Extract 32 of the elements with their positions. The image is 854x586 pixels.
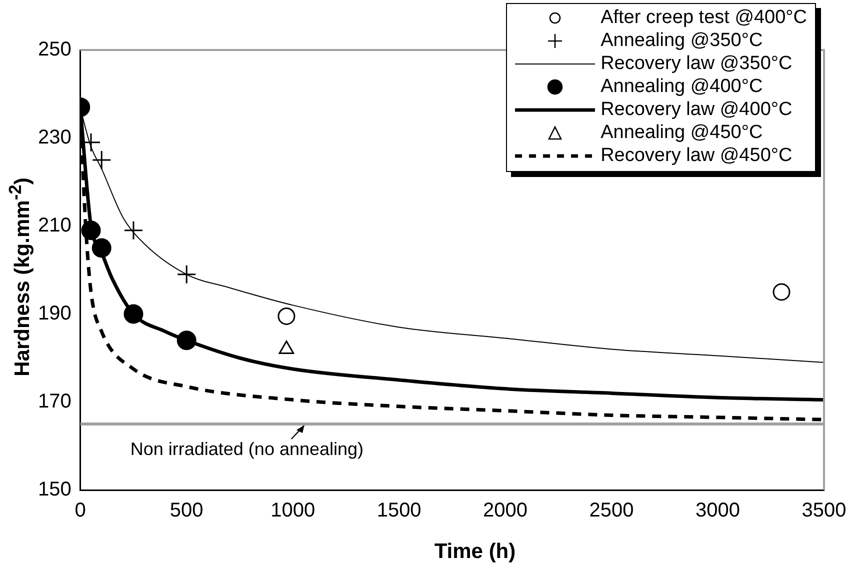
legend-label: Recovery law @350°C <box>600 52 792 74</box>
legend-label: Recovery law @400°C <box>600 98 792 120</box>
y-tick-label: 150 <box>38 478 72 501</box>
x-tick-label: 2000 <box>483 500 528 522</box>
x-tick-label: 0 <box>74 500 86 522</box>
point <box>278 307 296 325</box>
x-tick-label: 500 <box>170 500 204 522</box>
x-tick-label: 1500 <box>376 500 422 522</box>
x-axis-title: Time (h) <box>433 540 517 564</box>
legend-label: After creep test @400°C <box>600 6 807 28</box>
point <box>176 330 196 350</box>
point <box>81 220 101 240</box>
y-tick-label: 210 <box>38 214 72 237</box>
x-tick-label: 3500 <box>802 500 846 522</box>
y-tick-label: 190 <box>38 302 72 325</box>
y-tick-label: 170 <box>38 390 72 413</box>
ref-line-label: Non irradiated (no annealing) <box>130 438 364 459</box>
legend-label: Annealing @350°C <box>600 30 763 52</box>
point <box>176 264 196 284</box>
point <box>92 150 112 170</box>
point <box>92 238 112 258</box>
x-tick-label: 1000 <box>270 500 316 522</box>
y-tick-label: 230 <box>38 126 72 149</box>
point <box>772 283 790 301</box>
x-tick-label: 2500 <box>589 500 634 522</box>
legend-label: Annealing @450°C <box>600 122 763 144</box>
legend-label: Recovery law @450°C <box>600 144 792 166</box>
y-tick-label: 250 <box>38 38 72 61</box>
legend-label: Annealing @400°C <box>600 76 763 98</box>
x-tick-label: 3000 <box>696 500 740 522</box>
point <box>124 304 144 324</box>
point <box>124 220 144 240</box>
